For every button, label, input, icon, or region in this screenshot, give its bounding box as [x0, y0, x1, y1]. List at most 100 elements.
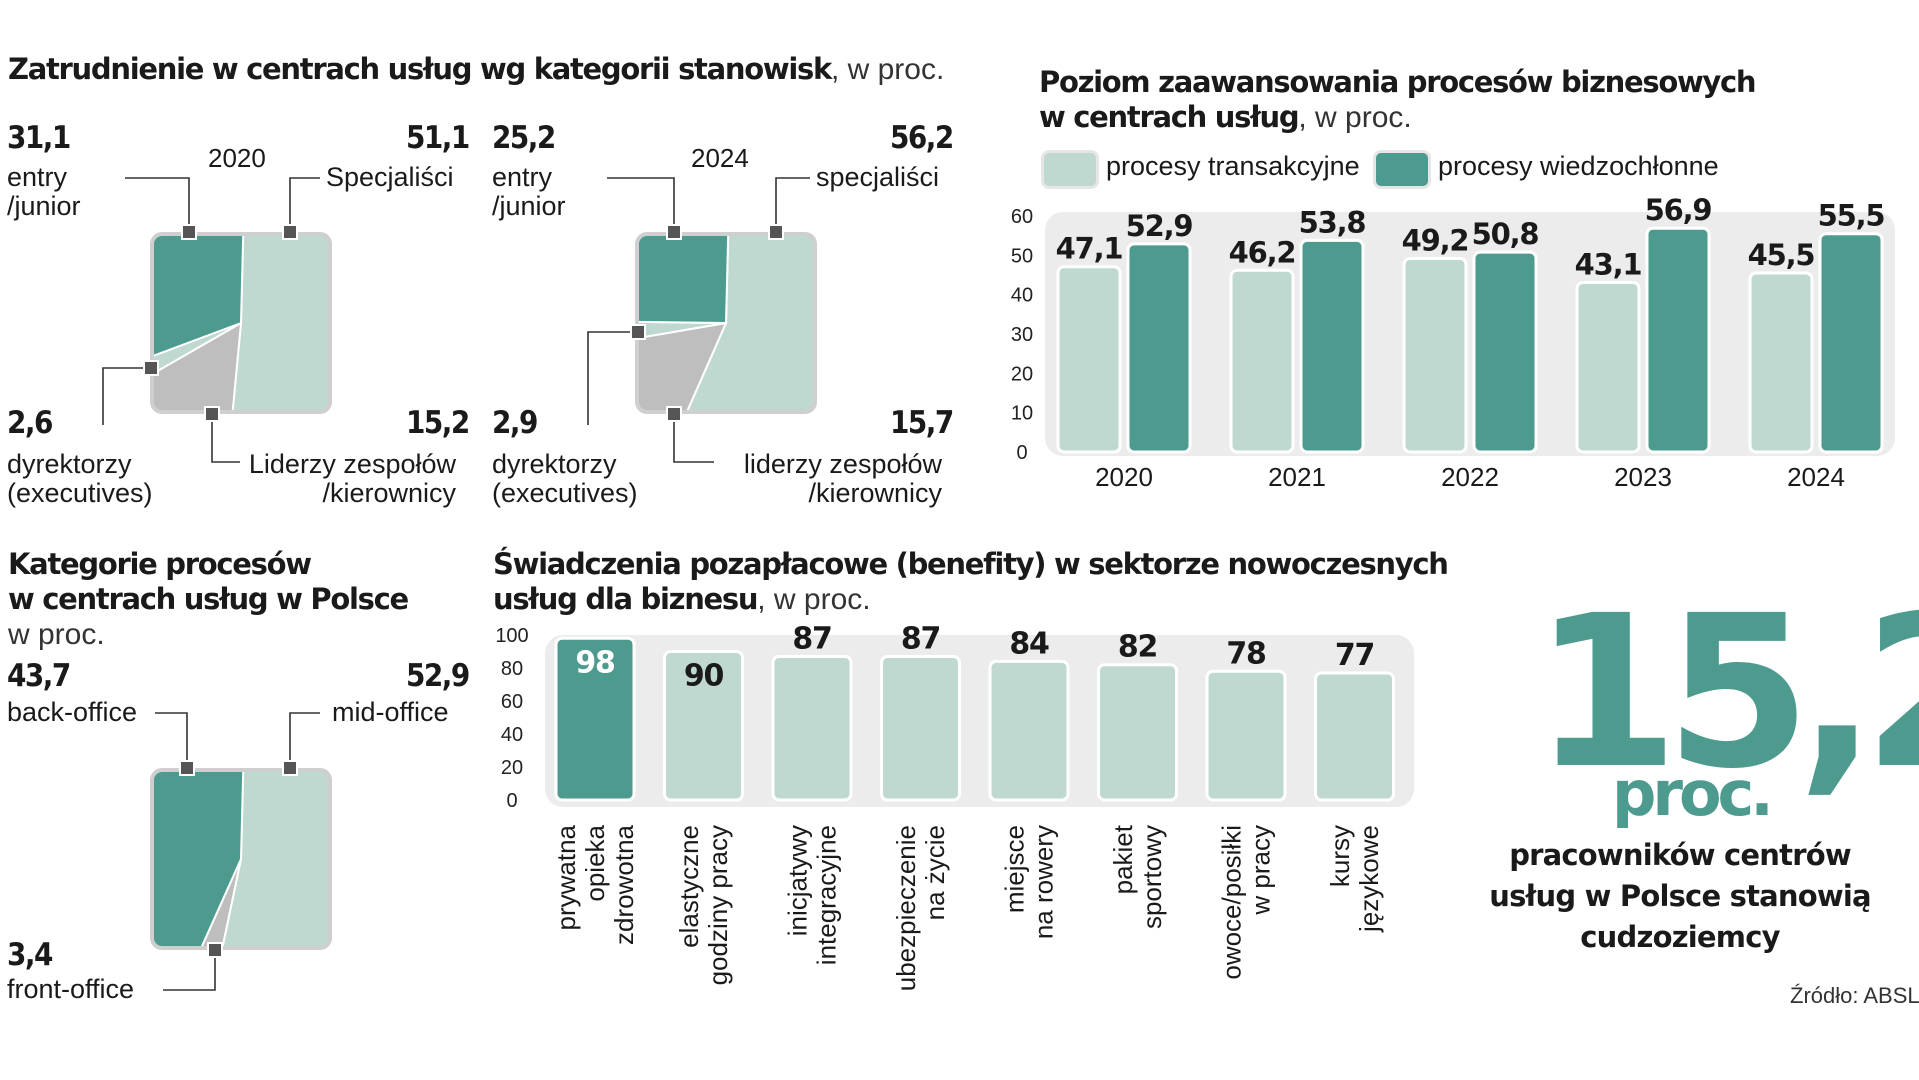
benefits-bar-pakiet [1097, 663, 1178, 802]
process-value-label: 45,5 [1748, 238, 1815, 272]
benefits-category-line: na rowery [1029, 825, 1059, 939]
benefits-ytick: 100 [495, 625, 528, 647]
leader-2024-lead [673, 414, 714, 463]
process-bar-knowledge-2023 [1645, 226, 1711, 454]
pie-2024-slice-specialists [654, 236, 813, 410]
benefits-category-line: pakiet [1108, 824, 1138, 894]
val-mid-office: 52,9 [406, 658, 470, 694]
process-xtick: 2022 [1441, 462, 1499, 492]
benefits-category-line: elastyczne [674, 825, 704, 948]
benefits-title: Świadczenia pozapłacowe (benefity) w sek… [493, 547, 1449, 616]
process-xtick: 2023 [1614, 462, 1672, 492]
lbl-2020-exec: dyrektorzy (executives) [7, 449, 153, 508]
legend-swatch-transactional [1041, 150, 1099, 189]
benefits-category-line: miejsce [1000, 825, 1030, 913]
process-ytick: 10 [1011, 403, 1033, 425]
lbl-front-office: front-office [7, 974, 135, 1004]
leader-2024-spec [775, 177, 810, 232]
process-title: Poziom zaawansowania procesów biznesowyc… [1039, 65, 1757, 134]
benefits-category-label: kursy językowe [1325, 825, 1384, 933]
benefits-category-line: prywatna [551, 824, 581, 930]
pie-2020-slice-executives [154, 322, 242, 410]
val-front-office: 3,4 [7, 937, 53, 973]
pie-2020-slices [154, 236, 328, 410]
marker-front-office [207, 942, 223, 958]
leader-back-office [155, 712, 188, 768]
benefits-ytick: 0 [506, 790, 517, 812]
process-xtick: 2021 [1268, 462, 1326, 492]
benefits-category-label: miejsce na rowery [1000, 825, 1059, 939]
benefits-value-label: 98 [575, 645, 615, 680]
highlight-unit: proc. [1612, 757, 1774, 830]
benefits-value-label: 82 [1118, 630, 1157, 665]
pie-2024-slice-executives [639, 319, 727, 354]
benefits-ytick: 40 [501, 724, 523, 746]
process-bar-knowledge-2020 [1126, 242, 1192, 454]
process-value-label: 46,2 [1229, 235, 1296, 269]
leader-2020-entry [125, 177, 190, 232]
benefits-category-line: kursy [1325, 825, 1355, 887]
leader-front-office [163, 950, 216, 991]
marker-mid-office [282, 760, 298, 776]
benefits-category-label: elastyczne godziny pracy [674, 825, 733, 985]
benefits-bar-owoce/posiłki [1205, 669, 1287, 802]
leader-2020-spec [289, 177, 320, 232]
benefits-category-label: owoce/posiłki w pracy [1217, 825, 1276, 980]
process-ytick: 30 [1011, 324, 1033, 346]
legend-swatch-knowledge [1373, 150, 1431, 189]
benefits-chart-panel [545, 635, 1414, 807]
benefits-category-line: opieka [580, 824, 610, 901]
categories-title: Kategorie procesów w centrach usług w Po… [8, 547, 409, 651]
benefits-category-line: na życie [920, 825, 950, 920]
benefits-value-label: 84 [1009, 626, 1049, 661]
lbl-2020-spec: Specjaliści [326, 162, 454, 192]
process-bar-transactional-2021 [1229, 268, 1295, 454]
benefits-ytick: 80 [501, 658, 523, 680]
val-2024-exec: 2,9 [492, 405, 538, 441]
benefits-category-label: pakiet sportowy [1108, 824, 1167, 929]
benefits-value-label: 87 [792, 621, 831, 656]
leader-2024-entry [607, 177, 675, 232]
benefits-value-label: 87 [901, 621, 940, 656]
benefits-value-label: 78 [1226, 636, 1266, 671]
process-bar-knowledge-2022 [1472, 250, 1538, 454]
process-bar-transactional-2023 [1575, 280, 1641, 454]
pie-2020-slice-specialists [223, 236, 328, 410]
source-note: Źródło: ABSL [1790, 983, 1919, 1008]
marker-2020-entry [181, 224, 197, 240]
benefits-value-label: 77 [1335, 638, 1374, 673]
process-bar-knowledge-2021 [1299, 238, 1365, 454]
val-2024-lead: 15,7 [890, 405, 954, 441]
process-bar-knowledge-2024 [1818, 232, 1884, 454]
val-2020-lead: 15,2 [406, 405, 470, 441]
benefits-category-line: ubezpieczenie [891, 825, 921, 991]
leader-2020-exec [102, 367, 151, 425]
benefits-category-line: językowe [1354, 825, 1384, 933]
marker-2020-spec [282, 224, 298, 240]
pie-2024-slices [639, 236, 813, 410]
lbl-mid-office: mid-office [332, 697, 449, 727]
benefits-bar-elastyczne [663, 650, 744, 802]
lbl-2020-entry: entry/junior [7, 162, 81, 221]
lbl-2024-exec: dyrektorzy (executives) [492, 449, 638, 508]
process-ytick: 50 [1011, 245, 1033, 267]
lbl-2024-spec: specjaliści [816, 162, 940, 192]
lbl-2024-entry: entry/junior [492, 162, 566, 221]
val-2020-entry: 31,1 [7, 120, 71, 156]
employment-title: Zatrudnienie w centrach usług wg kategor… [8, 52, 945, 86]
process-xtick: 2024 [1787, 462, 1845, 492]
legend-label-knowledge: procesy wiedzochłonne [1438, 151, 1719, 181]
marker-2024-lead [666, 406, 682, 422]
marker-2020-lead [204, 406, 220, 422]
pie-2020-slice-entry [154, 236, 247, 386]
pie-process-categories [150, 712, 332, 991]
year-2020-label: 2020 [208, 143, 266, 173]
benefits-ytick: 60 [501, 691, 523, 713]
leader-2024-exec [587, 331, 638, 425]
process-ytick: 0 [1016, 442, 1027, 464]
process-bar-transactional-2020 [1056, 265, 1122, 454]
pie-2024 [587, 177, 817, 463]
process-value-label: 49,2 [1402, 223, 1469, 257]
pie-cat-slices [154, 772, 328, 946]
marker-2024-entry [666, 224, 682, 240]
